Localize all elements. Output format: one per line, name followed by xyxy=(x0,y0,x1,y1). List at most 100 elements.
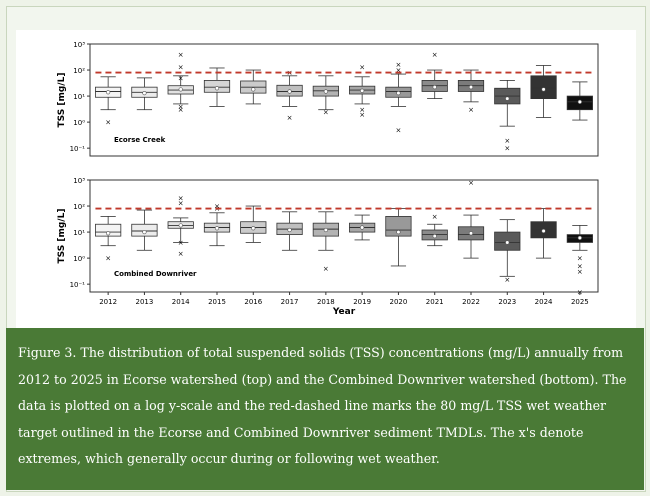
box-2018: × xyxy=(312,75,339,116)
box-2017 xyxy=(276,211,303,251)
mean-marker xyxy=(432,234,437,239)
box-body xyxy=(385,216,412,237)
outlier-marker: × xyxy=(178,64,184,72)
outlier-marker: × xyxy=(178,250,184,258)
outlier-marker: × xyxy=(214,203,220,211)
outlier-marker: × xyxy=(577,262,583,270)
box-2014: ×××× xyxy=(167,195,194,258)
x-tick-label: 2020 xyxy=(390,298,408,306)
mean-marker xyxy=(541,228,546,234)
outlier-marker: × xyxy=(432,213,438,221)
x-tick-label: 2014 xyxy=(172,298,190,306)
outlier-marker: × xyxy=(504,276,510,284)
mean-marker xyxy=(214,226,220,231)
mean-marker xyxy=(360,88,365,93)
mean-marker xyxy=(396,229,401,235)
mean-marker xyxy=(214,86,220,91)
outlier-marker: × xyxy=(432,51,438,59)
y-axis-label: TSS [mg/L] xyxy=(57,73,67,128)
mean-marker xyxy=(178,223,183,228)
outlier-marker: × xyxy=(178,74,184,82)
mean-marker xyxy=(505,96,510,101)
y-tick-label: 10⁰ xyxy=(73,255,85,263)
mean-marker xyxy=(287,227,292,233)
box-body xyxy=(530,75,557,100)
mean-marker xyxy=(251,87,256,92)
y-tick-label: 10⁻¹ xyxy=(70,281,86,289)
box-2018: × xyxy=(312,211,339,273)
y-tick-label: 10¹ xyxy=(73,93,85,101)
mean-marker xyxy=(577,235,582,240)
mean-marker xyxy=(468,231,474,236)
y-tick-label: 10³ xyxy=(73,177,85,185)
box-2025 xyxy=(566,81,593,121)
y-tick-label: 10³ xyxy=(73,41,85,49)
panel-label: Combined Downriver xyxy=(114,270,197,278)
y-tick-label: 10⁻¹ xyxy=(70,145,86,153)
mean-marker xyxy=(468,85,474,90)
plot-frame xyxy=(89,179,599,293)
outlier-marker: × xyxy=(105,119,111,127)
mean-marker xyxy=(323,227,328,233)
mean-marker xyxy=(323,89,328,94)
mean-marker xyxy=(396,91,401,96)
outlier-marker: × xyxy=(178,51,184,59)
box-2021: × xyxy=(421,213,448,247)
x-axis-label: Year xyxy=(332,307,356,317)
box-2013 xyxy=(131,209,158,251)
outlier-marker: × xyxy=(468,179,474,187)
x-tick-label: 2024 xyxy=(535,298,553,306)
x-tick-label: 2022 xyxy=(462,298,480,306)
box-body xyxy=(95,223,122,237)
plot-frame xyxy=(89,43,599,157)
y-tick-label: 10² xyxy=(73,67,85,75)
mean-marker xyxy=(251,226,256,231)
outlier-marker: × xyxy=(178,200,184,208)
box-2014: ××××× xyxy=(167,51,194,114)
outlier-marker: × xyxy=(577,255,583,263)
outlier-marker: × xyxy=(468,106,474,114)
x-tick-label: 2015 xyxy=(208,298,226,306)
outlier-marker: × xyxy=(395,126,401,134)
box-2025: ×××× xyxy=(566,225,593,297)
box-2022: × xyxy=(457,69,485,114)
box-2012: × xyxy=(95,76,122,127)
y-tick-label: 10² xyxy=(73,203,85,211)
outlier-marker: × xyxy=(395,67,401,75)
outlier-marker: × xyxy=(105,255,111,263)
box-2024 xyxy=(530,208,557,259)
mean-marker xyxy=(106,90,111,95)
outlier-marker: × xyxy=(504,145,510,153)
box-2016 xyxy=(240,205,267,243)
box-2021: × xyxy=(421,51,448,100)
box-2013 xyxy=(131,77,158,111)
box-2015 xyxy=(203,67,231,107)
x-tick-label: 2019 xyxy=(353,298,371,306)
x-tick-label: 2016 xyxy=(244,298,262,306)
box-2020: ××× xyxy=(385,61,412,134)
x-tick-label: 2013 xyxy=(136,298,154,306)
outlier-marker: × xyxy=(178,106,184,114)
outlier-marker: × xyxy=(504,137,510,145)
box-2024 xyxy=(530,65,557,118)
outlier-marker: × xyxy=(359,106,365,114)
x-tick-label: 2023 xyxy=(498,298,516,306)
box-2022: × xyxy=(457,179,485,259)
outlier-marker: × xyxy=(323,265,329,273)
box-2019: ××× xyxy=(349,64,376,119)
x-tick-label: 2017 xyxy=(281,298,299,306)
box-2019 xyxy=(349,214,376,241)
mean-marker xyxy=(142,91,147,96)
mean-marker xyxy=(577,99,582,104)
mean-marker xyxy=(106,231,111,236)
panel-label: Ecorse Creek xyxy=(114,136,166,144)
box-2016 xyxy=(240,69,267,105)
box-2012: × xyxy=(95,216,122,263)
box-2023: × xyxy=(494,219,521,284)
x-tick-label: 2018 xyxy=(317,298,335,306)
x-tick-label: 2025 xyxy=(571,298,589,306)
mean-marker xyxy=(432,85,437,90)
